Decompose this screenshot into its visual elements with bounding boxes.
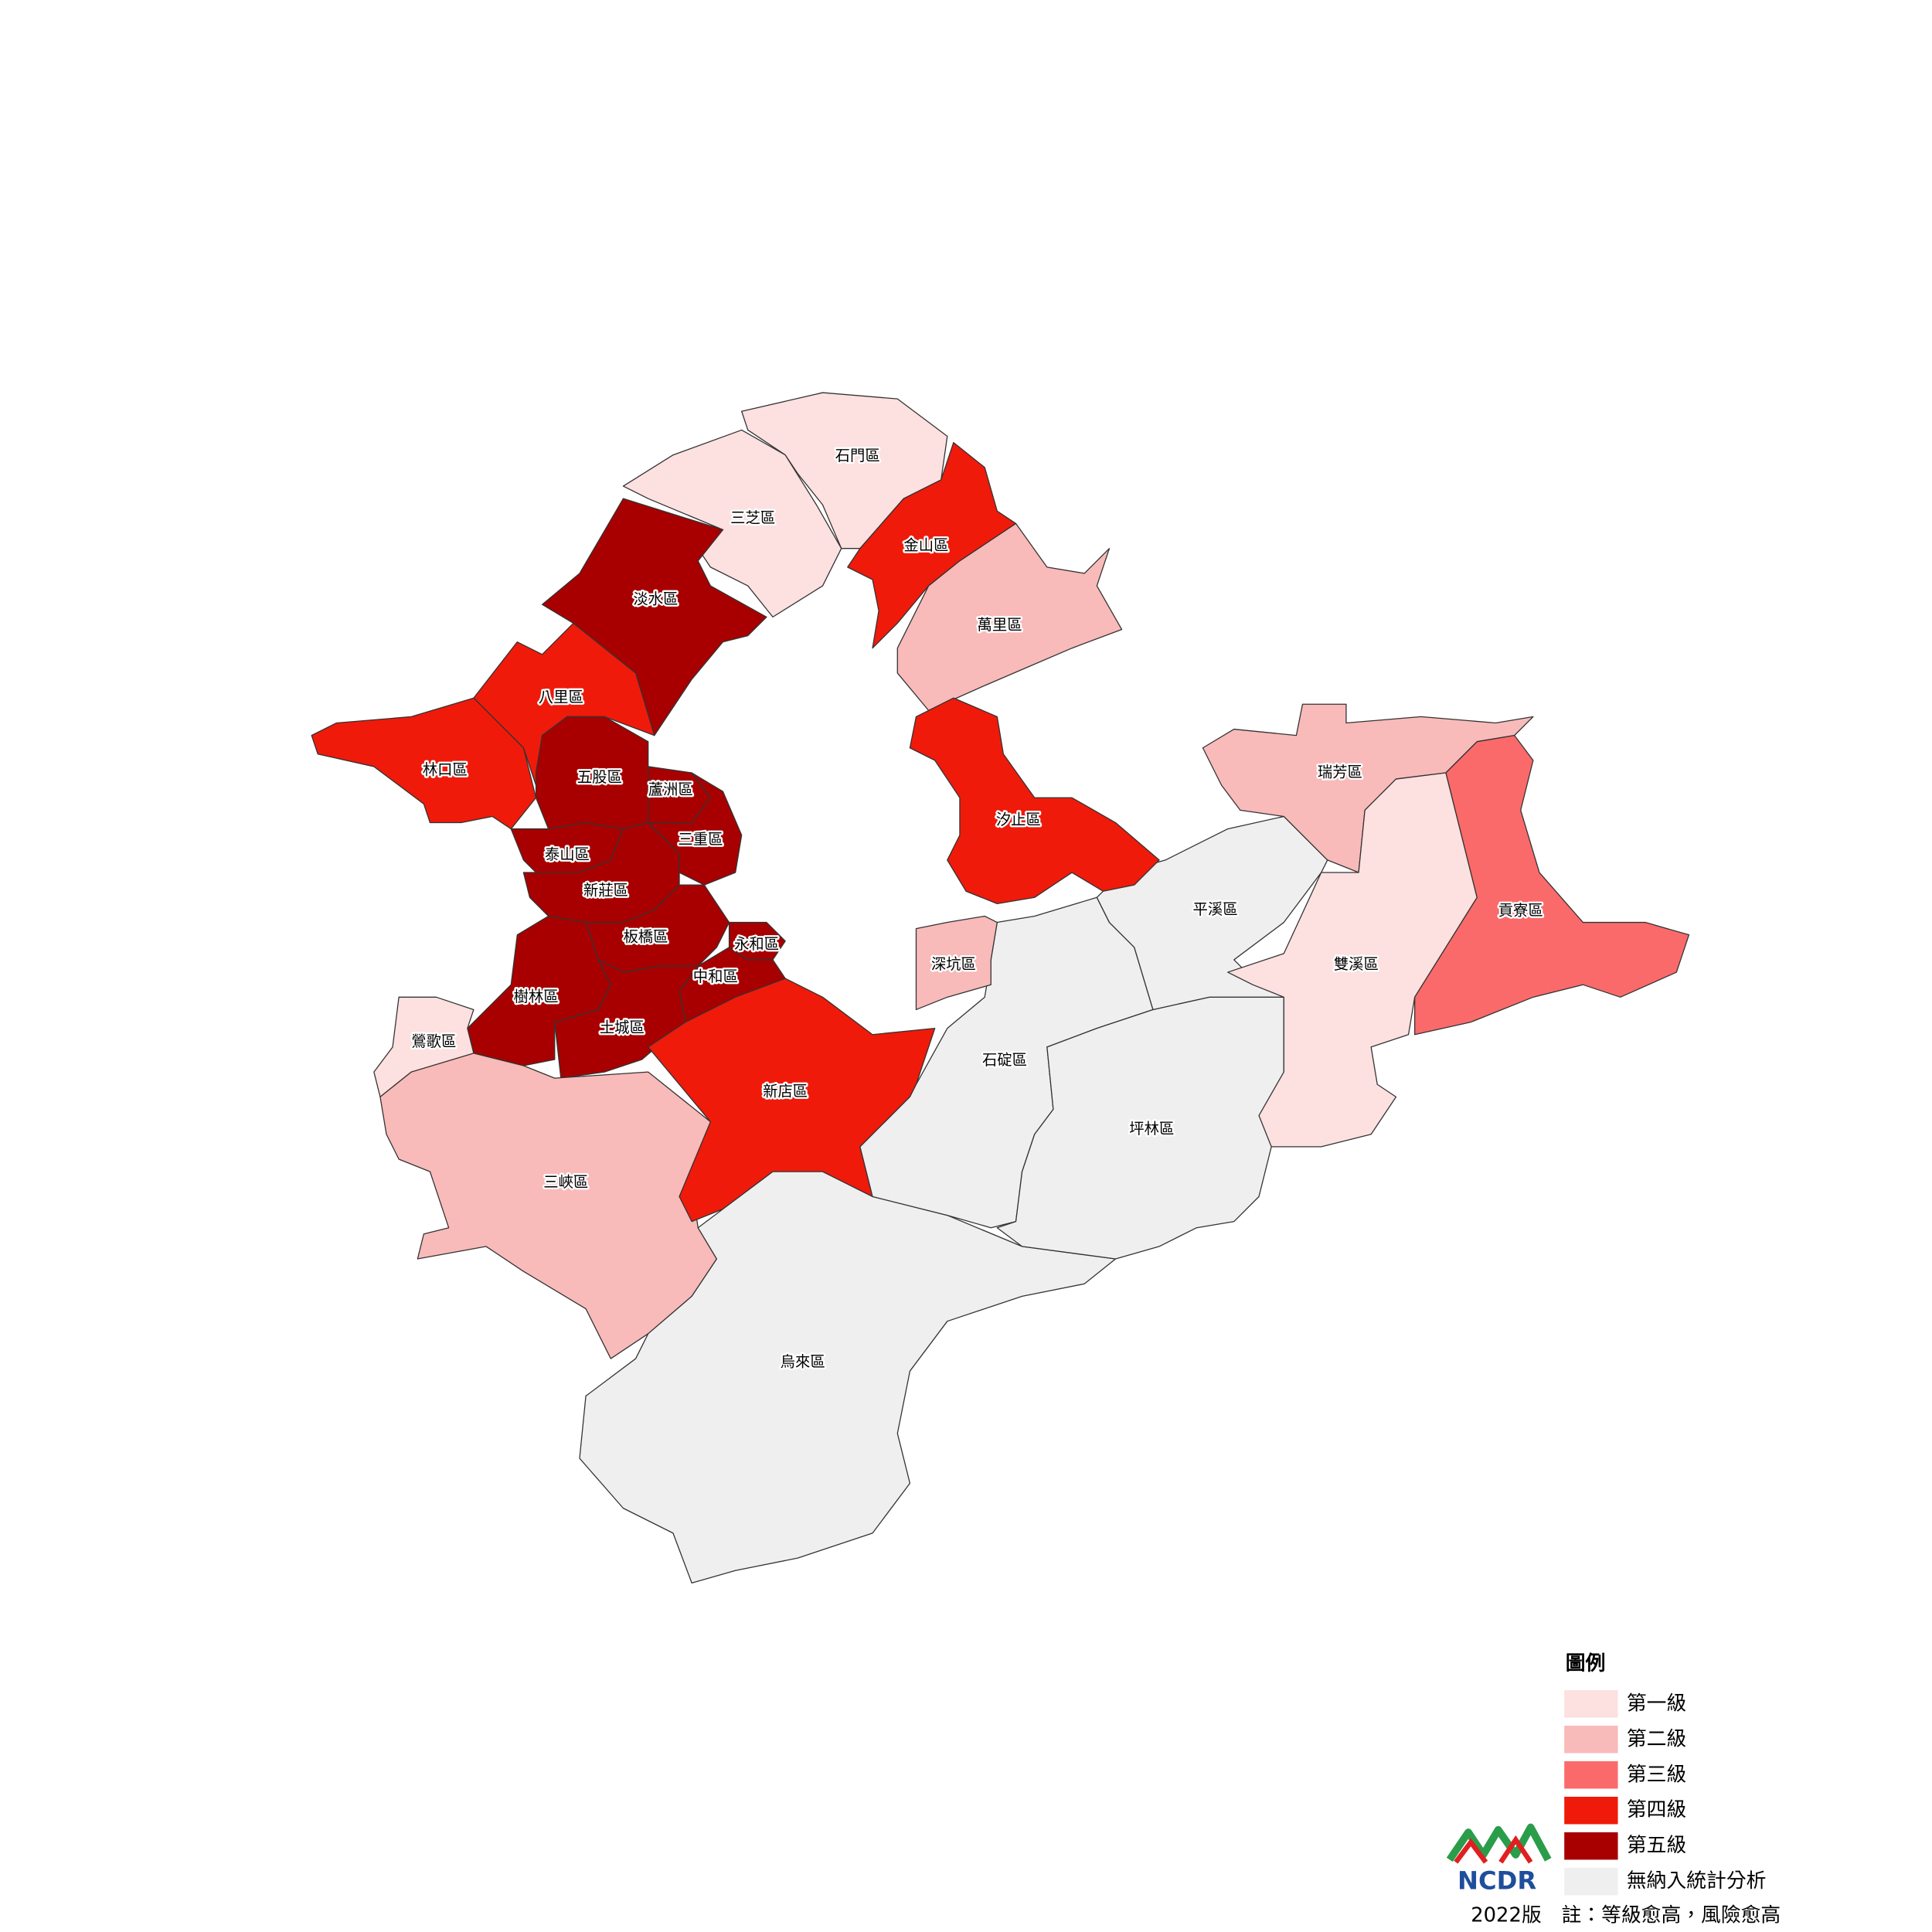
district [554,959,699,1079]
district [467,915,611,1066]
district-label: 新店區 [763,1082,808,1100]
district-label: 烏來區 [781,1352,825,1370]
legend-label: 無納入統計分析 [1627,1869,1767,1893]
district [1227,772,1478,1148]
district-label: 三芝區 [730,509,775,526]
district [915,915,998,1011]
district-label: 蘆洲區 [648,781,693,798]
district [541,498,767,736]
district-label: 鶯歌區 [411,1032,456,1050]
district-label: 土城區 [600,1019,645,1036]
district-label: 泰山區 [545,845,590,863]
legend-swatch [1564,1797,1618,1825]
district-label: 金山區 [903,536,948,554]
district-label: 淡水區 [633,590,678,607]
district-label: 萬里區 [978,616,1022,634]
district-label: 八里區 [539,689,583,706]
district-label: 林口區 [423,760,468,778]
legend-swatch [1564,1867,1618,1896]
footnote: 2022版 註：等級愈高，風險愈高 [1471,1904,1781,1927]
district-label: 三重區 [678,831,723,849]
district-label: 雙溪區 [1334,955,1379,973]
logo: NCDR [1446,1823,1552,1895]
legend-swatch [1564,1761,1618,1789]
district [1413,734,1690,1036]
district-label: 樹林區 [514,988,559,1005]
legend-label: 第一級 [1627,1692,1686,1715]
district-label: 新莊區 [583,882,628,900]
legend-label: 第三級 [1627,1763,1686,1786]
legend-swatch [1564,1832,1618,1860]
district-label: 平溪區 [1193,900,1238,918]
logo-text: NCDR [1458,1866,1536,1895]
district [909,697,1160,904]
legend-label: 第二級 [1627,1727,1686,1750]
legend-title: 圖例 [1566,1652,1606,1675]
district [379,1053,718,1359]
district-label: 板橋區 [623,927,668,945]
legend-label: 第五級 [1627,1834,1686,1857]
legend-swatch [1564,1690,1618,1718]
district-label: 石門區 [835,447,880,464]
district-label: 貢寮區 [1498,902,1543,920]
district [896,522,1123,711]
district-label: 中和區 [693,968,738,985]
district-label: 三峽區 [543,1173,588,1191]
district-label: 深坑區 [931,955,976,973]
district-label: 五股區 [577,768,622,786]
district-label: 瑞芳區 [1318,764,1362,781]
district-label: 永和區 [734,935,779,953]
legend-label: 第四級 [1627,1798,1686,1821]
district-label: 石碇區 [982,1051,1027,1069]
district [847,441,1017,649]
district-label: 汐止區 [996,811,1041,828]
regions [311,392,1690,1584]
district-label: 坪林區 [1129,1120,1174,1138]
legend-swatch [1564,1726,1618,1753]
